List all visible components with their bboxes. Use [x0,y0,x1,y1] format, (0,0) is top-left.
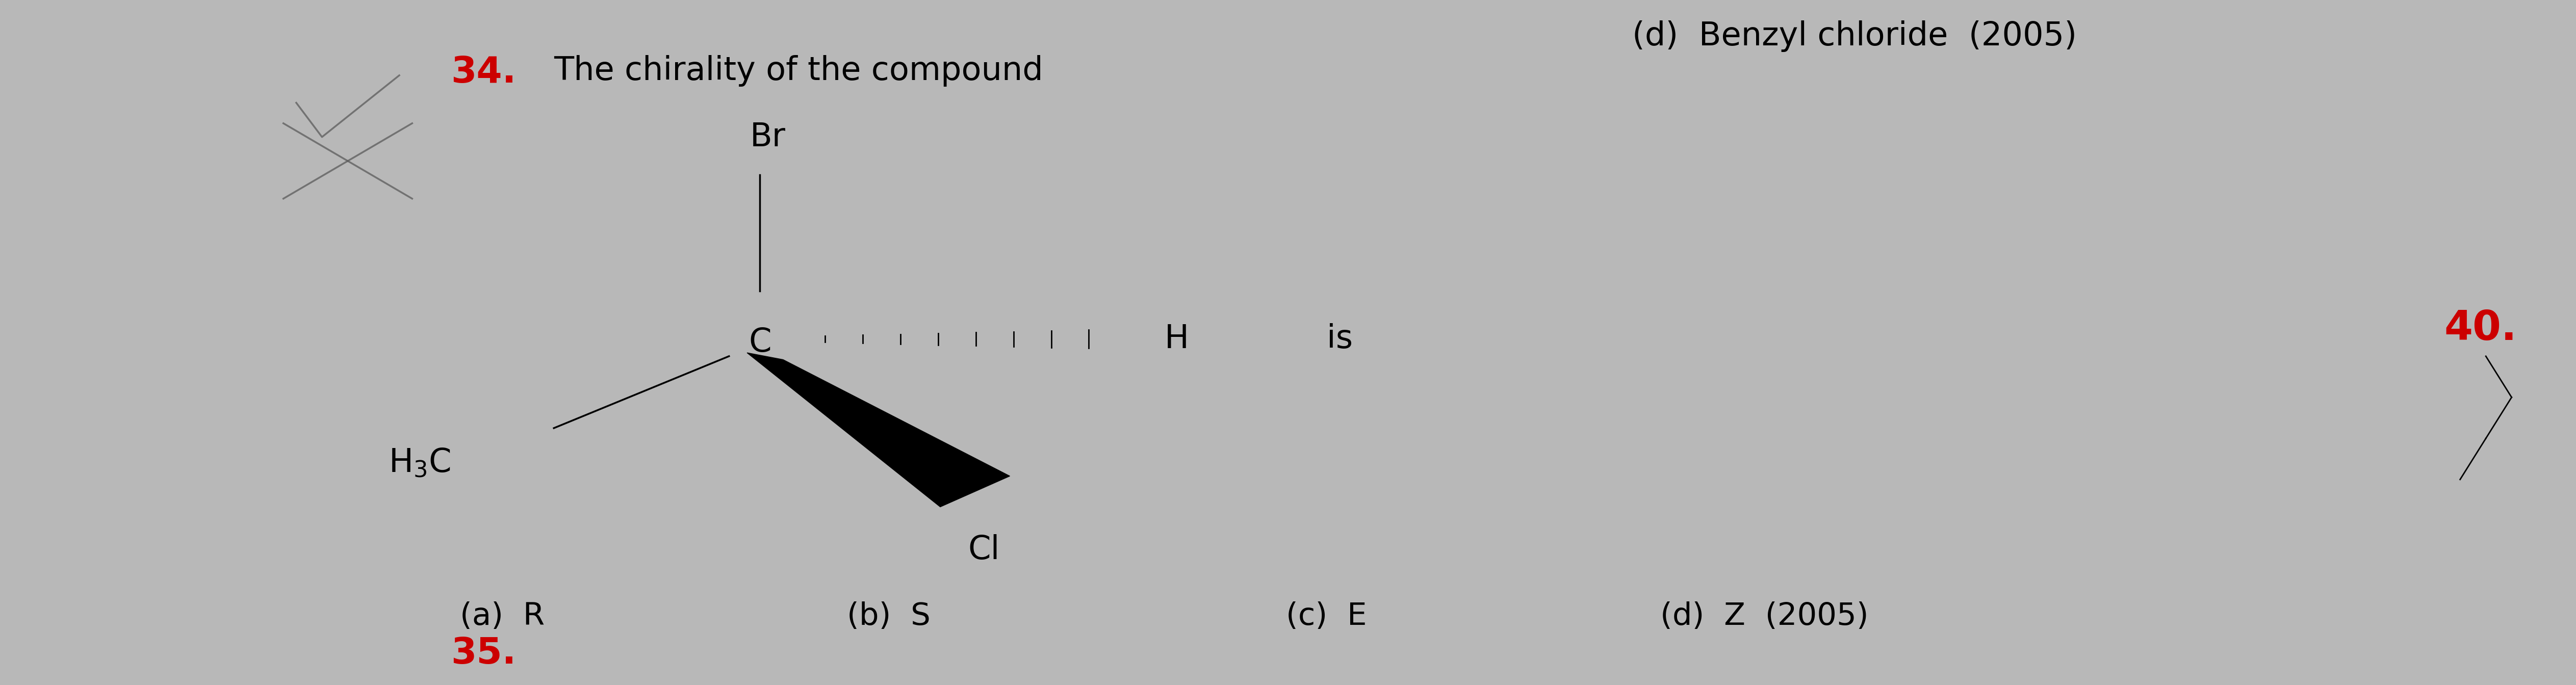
Text: 35.: 35. [451,636,515,671]
Text: Br: Br [750,121,786,153]
Text: (b)  S: (b) S [848,601,930,632]
Text: (d)  Benzyl chloride  (2005): (d) Benzyl chloride (2005) [1633,21,2076,52]
Text: H: H [1164,323,1190,355]
Text: (d)  Z  (2005): (d) Z (2005) [1662,601,1868,632]
Text: (a)  R: (a) R [461,601,544,632]
Text: 40.: 40. [2445,309,2517,349]
Text: The chirality of the compound: The chirality of the compound [554,55,1043,86]
Text: 34.: 34. [451,55,515,90]
Text: (c)  E: (c) E [1285,601,1368,632]
Text: H$_3$C: H$_3$C [389,447,451,478]
Text: Cl: Cl [969,534,999,566]
Text: C: C [750,327,770,358]
Text: is: is [1327,323,1352,355]
Polygon shape [747,353,1010,507]
